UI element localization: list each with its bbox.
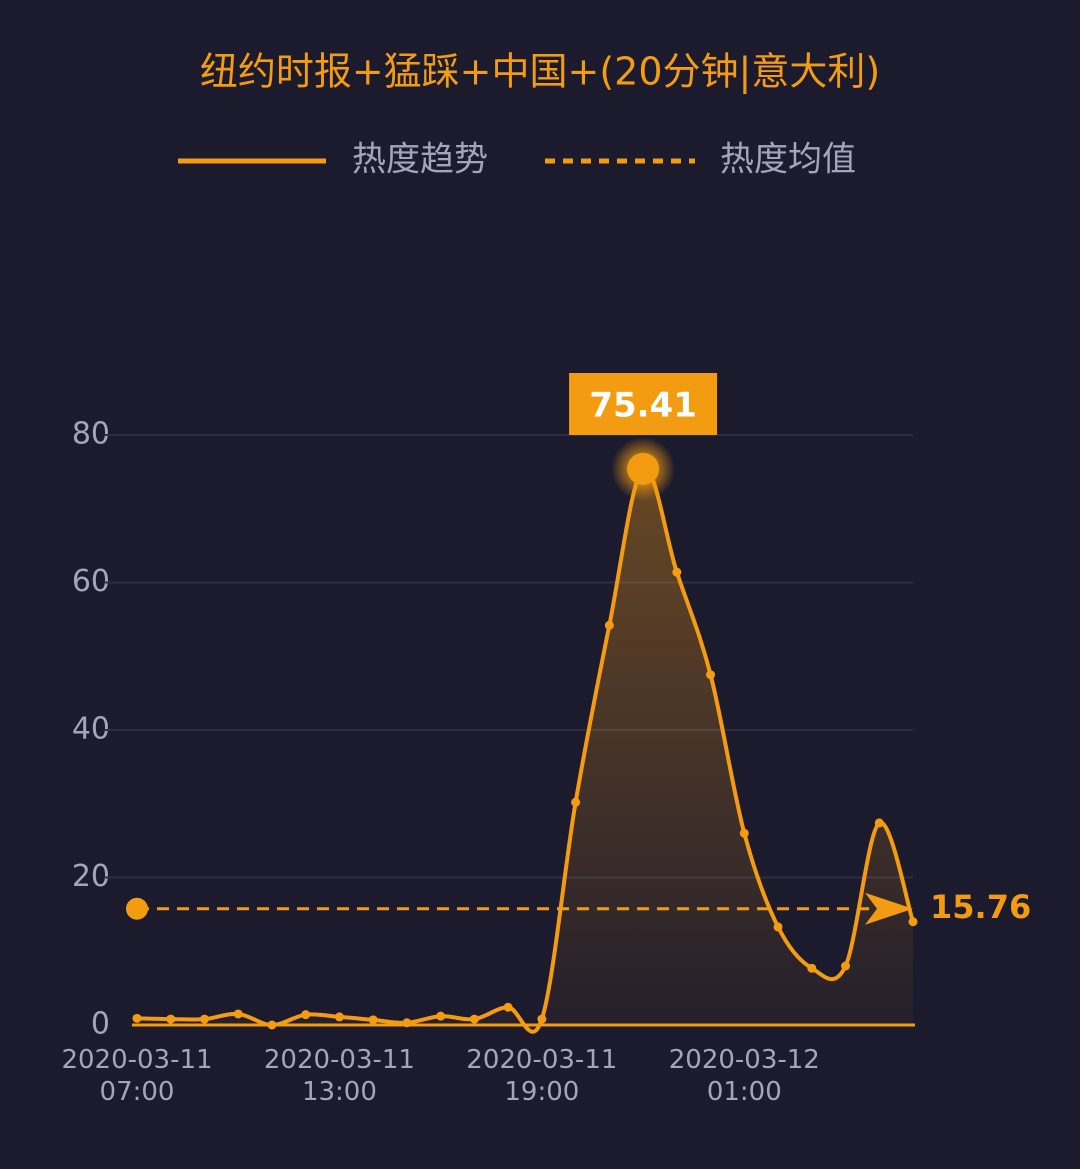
point [469, 1014, 479, 1024]
point [503, 1002, 513, 1012]
point [706, 670, 716, 680]
x-tick-label: 2020-03-11 13:00 [263, 1045, 415, 1107]
area [137, 468, 913, 1032]
mean-label: 15.76 [930, 888, 1031, 926]
point [773, 922, 783, 932]
line [136, 466, 915, 1034]
point [672, 567, 682, 577]
point [199, 1014, 209, 1024]
mean-arrow [865, 892, 913, 925]
y-tick-label: 40 [72, 712, 110, 747]
point [334, 1012, 344, 1022]
peak-label-box [569, 373, 718, 435]
legend-label: 热度趋势 [352, 140, 488, 180]
mean-start [126, 897, 148, 920]
point [537, 1014, 547, 1024]
point [132, 1013, 142, 1023]
y-tick-label: 80 [72, 417, 110, 452]
point [739, 828, 749, 838]
point [841, 961, 851, 971]
y-tick-label: 0 [91, 1007, 110, 1042]
point [368, 1015, 378, 1025]
point [233, 1009, 243, 1019]
point [402, 1018, 412, 1028]
point [908, 917, 918, 927]
point [166, 1014, 176, 1024]
legend-label: 热度均值 [720, 140, 856, 180]
peak-label: 75.41 [589, 386, 697, 426]
x-tick-label: 2020-03-11 19:00 [466, 1045, 618, 1107]
y-tick-label: 60 [72, 564, 110, 599]
x-tick-label: 2020-03-11 07:00 [61, 1045, 213, 1107]
point [301, 1010, 311, 1020]
point [436, 1011, 446, 1021]
point [604, 620, 614, 630]
point [874, 818, 884, 828]
y-tick-label: 20 [72, 859, 110, 894]
x-tick-label: 2020-03-12 01:00 [668, 1045, 820, 1107]
chart-title: 纽约时报+猛踩+中国+(20分钟|意大利) [200, 50, 880, 95]
point [267, 1020, 277, 1030]
peak-point [627, 452, 660, 485]
point [807, 963, 817, 973]
point [571, 797, 581, 807]
